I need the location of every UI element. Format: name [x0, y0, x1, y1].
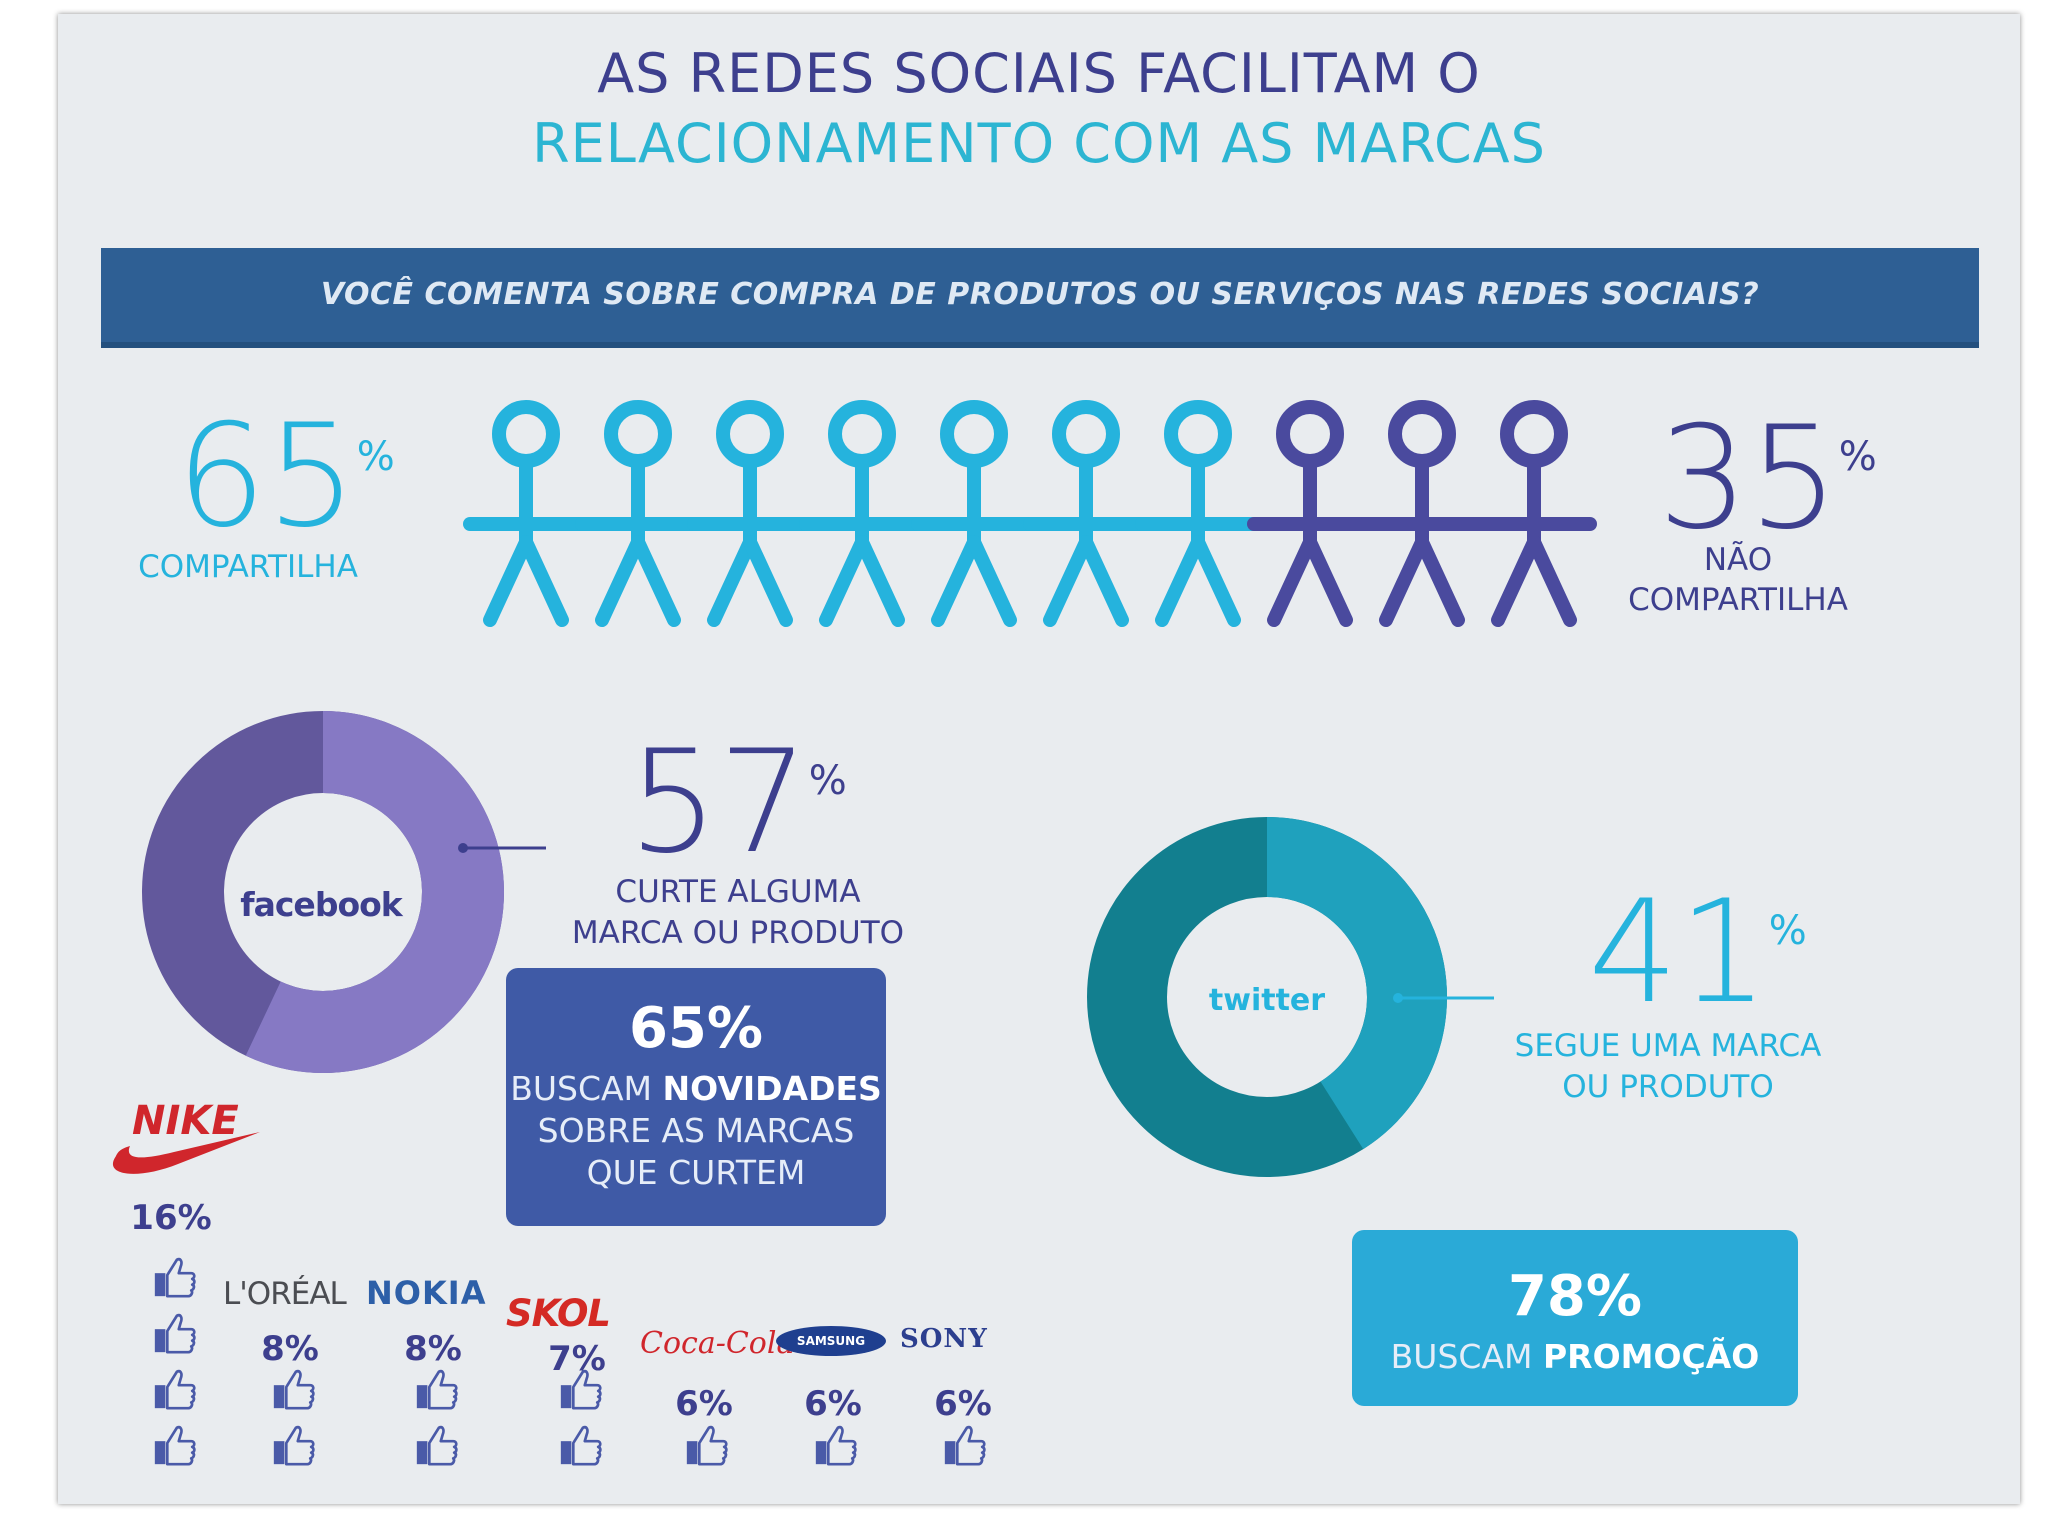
facebook-callout-line-2: SOBRE AS MARCAS: [537, 1111, 855, 1150]
thumbs-up-icon: [270, 1422, 316, 1468]
facebook-callout: 65% BUSCAM NOVIDADES SOBRE AS MARCAS QUE…: [506, 968, 886, 1226]
person-icon-shares: [687, 400, 813, 627]
nike-logo: NIKE: [108, 1094, 268, 1188]
twitter-label-2: OU PRODUTO: [1562, 1069, 1774, 1105]
share-no-label-1: NÃO: [1703, 542, 1773, 578]
sony-logo: SONY: [900, 1324, 988, 1354]
facebook-stat: 57%: [628, 732, 847, 874]
title-line-2: RELACIONAMENTO COM AS MARCAS: [532, 112, 1546, 175]
facebook-label-2: MARCA OU PRODUTO: [571, 915, 905, 951]
skol-percent: 7%: [548, 1339, 606, 1379]
people-row: [463, 400, 1597, 627]
loreal-percent: 8%: [261, 1329, 319, 1369]
loreal-logo: L'ORÉAL: [223, 1276, 347, 1312]
thumbs-up-icon: [151, 1422, 197, 1468]
twitter-callout: 78% BUSCAM PROMOÇÃO: [1352, 1230, 1798, 1406]
share-yes-stat: 65%: [176, 406, 395, 548]
donut-charts: facebook twitter: [142, 711, 1494, 1177]
twitter-value: 41: [1588, 870, 1769, 1035]
share-no-pct: %: [1838, 434, 1877, 480]
thumbs-up-icon: [151, 1310, 197, 1356]
twitter-logo: twitter: [1209, 983, 1325, 1018]
skol-logo: SKOL: [506, 1292, 611, 1335]
facebook-callout-pre: BUSCAM: [510, 1069, 663, 1108]
nike-percent: 16%: [130, 1198, 212, 1238]
facebook-pct: %: [808, 758, 847, 804]
facebook-value: 57: [628, 720, 809, 885]
person-icon-shares: [1135, 400, 1261, 627]
person-icon-not-shares: [1247, 400, 1373, 627]
question-text: VOCÊ COMENTA SOBRE COMPRA DE PRODUTOS OU…: [320, 277, 1760, 312]
facebook-callout-line-1: BUSCAM NOVIDADES: [506, 1068, 886, 1110]
thumbs-up-icon: [812, 1422, 858, 1468]
thumbs-up-icon: [413, 1422, 459, 1468]
thumbs-up-icon: [557, 1366, 603, 1412]
cocacola-percent: 6%: [675, 1384, 733, 1424]
person-icon-shares: [463, 400, 589, 627]
facebook-donut-share: [142, 711, 504, 1073]
twitter-callout-value: 78%: [1507, 1264, 1643, 1329]
sony-percent: 6%: [934, 1384, 992, 1424]
thumbs-up-icon: [413, 1366, 459, 1412]
person-icon-shares: [911, 400, 1037, 627]
twitter-label-1: SEGUE UMA MARCA: [1514, 1028, 1822, 1064]
person-icon-shares: [1023, 400, 1149, 627]
facebook-callout-bold: NOVIDADES: [662, 1069, 882, 1108]
facebook-callout-value: 65%: [628, 996, 764, 1061]
title-line-1: AS REDES SOCIAIS FACILITAM O: [597, 42, 1481, 105]
share-no-label-2: COMPARTILHA: [1628, 582, 1848, 618]
nokia-logo: NOKIA: [366, 1274, 487, 1312]
cocacola-logo: Coca-Cola: [640, 1326, 795, 1361]
thumbs-up-icon: [683, 1422, 729, 1468]
share-no-stat: 35%: [1658, 408, 1877, 550]
person-icon-not-shares: [1471, 400, 1597, 627]
samsung-logo: SAMSUNG: [776, 1326, 886, 1356]
share-yes-value: 65: [176, 394, 357, 559]
twitter-callout-bold: PROMOÇÃO: [1542, 1337, 1760, 1376]
nike-logo-text: NIKE: [132, 1098, 239, 1144]
question-banner: VOCÊ COMENTA SOBRE COMPRA DE PRODUTOS OU…: [101, 248, 1979, 348]
thumbs-up-icon: [557, 1422, 603, 1468]
twitter-stat: 41%: [1588, 882, 1807, 1024]
thumbs-up-icon: [151, 1254, 197, 1300]
share-no-value: 35: [1658, 396, 1839, 561]
infographic-panel: AS REDES SOCIAIS FACILITAM O RELACIONAME…: [58, 14, 2020, 1504]
share-yes-label: COMPARTILHA: [138, 549, 358, 585]
facebook-logo: facebook: [240, 885, 404, 924]
person-icon-shares: [575, 400, 701, 627]
thumbs-up-icon: [270, 1366, 316, 1412]
share-yes-pct: %: [356, 434, 395, 480]
samsung-percent: 6%: [804, 1384, 862, 1424]
nokia-percent: 8%: [404, 1329, 462, 1369]
person-icon-shares: [799, 400, 925, 627]
person-icon-not-shares: [1359, 400, 1485, 627]
thumbs-up-icon: [151, 1366, 197, 1412]
twitter-callout-line: BUSCAM PROMOÇÃO: [1352, 1336, 1798, 1378]
facebook-donut: [142, 711, 504, 1073]
twitter-callout-pre: BUSCAM: [1390, 1337, 1543, 1376]
facebook-label-1: CURTE ALGUMA: [615, 874, 861, 910]
twitter-pct: %: [1768, 908, 1807, 954]
facebook-callout-line-3: QUE CURTEM: [586, 1153, 806, 1192]
thumbs-up-icon: [941, 1422, 987, 1468]
